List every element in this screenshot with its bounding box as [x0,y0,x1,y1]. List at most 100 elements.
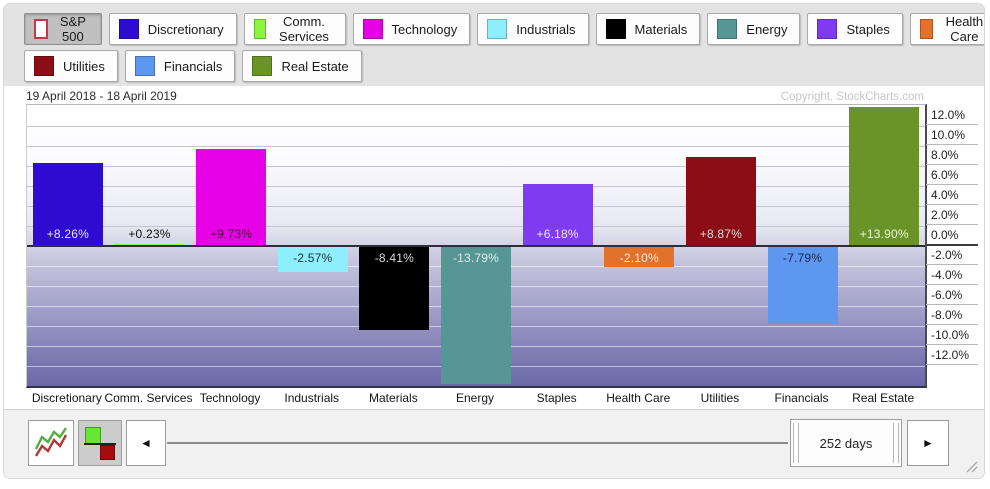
range-slider-thumb[interactable]: 252 days [790,419,902,467]
bar-energy[interactable] [441,246,511,384]
bar-value-label-comm-services: +0.23% [128,227,171,241]
x-tick-label-industrials: Industrials [284,391,340,405]
x-tick-label-health-care: Health Care [606,391,671,405]
legend-button-industrials[interactable]: Industrials [477,13,589,45]
bar-value-label-staples: +6.18% [536,227,579,241]
range-slider-track[interactable] [167,442,788,444]
toolbar: ◄ 252 days ► [4,409,984,478]
copyright-label: Copyright, StockCharts.com [780,91,924,103]
gridline [27,125,925,127]
legend-button-comm-services[interactable]: Comm. Services [243,13,346,45]
y-tick-line [926,144,978,145]
legend-button-health-care[interactable]: Health Care [909,13,984,45]
x-tick-label-real-estate: Real Estate [852,391,915,405]
line-chart-icon [33,423,69,464]
bar-discretionary[interactable] [32,163,103,246]
perfchart-widget: S&P 500 Discretionary Comm. Services Techno… [3,3,985,479]
bar-staples[interactable] [522,184,593,246]
thumb-grip-left [793,423,799,463]
legend-button-utilities[interactable]: Utilities [24,50,118,82]
gridline [27,225,925,227]
y-tick-line [926,244,978,246]
y-tick-label: 0.0% [931,228,959,242]
histogram-icon [84,426,116,460]
bar-value-label-utilities: +8.87% [699,227,743,241]
legend-button-staples[interactable]: Staples [807,13,903,45]
bar-comm-services[interactable] [114,243,185,246]
gridline [27,185,925,187]
legend-label: Comm. Services [279,14,329,44]
y-tick-line [926,224,978,225]
legend-button-real-estate[interactable]: Real Estate [242,50,362,82]
y-tick-line [926,284,978,285]
bar-industrials[interactable] [277,246,348,272]
scroll-left-button[interactable]: ◄ [126,420,166,466]
bar-value-label-industrials: -2.57% [293,251,333,265]
y-tick-label: 4.0% [931,188,959,202]
legend-swatch-materials [605,19,626,39]
bar-materials[interactable] [359,246,430,331]
histogram-mode-button[interactable] [78,420,122,466]
y-axis: 12.0% 10.0% 8.0% 6.0% 4.0% 2.0% 0.0% -2.0% -4.0%… [926,104,984,385]
plot-row: +8.26% +0.23% +9.73% -2.57% -8.41% -13.79% +6.… [4,104,984,388]
x-tick-label-staples: Staples [536,391,577,405]
line-chart-mode-button[interactable] [28,420,74,466]
legend-row-1: S&P 500 Discretionary Comm. Services Techno… [24,13,984,45]
legend-swatch-discretionary [118,19,139,39]
y-tick-line [926,364,978,365]
legend-label: Utilities [63,58,105,74]
bar-utilities[interactable] [685,157,756,246]
y-tick-line [926,164,978,165]
bar-health-care[interactable] [604,246,675,267]
x-tick-label-comm-services: Comm. Services [104,391,193,405]
x-tick-label-discretionary: Discretionary [31,391,102,405]
gridline [27,165,925,167]
bar-value-label-health-care: -2.10% [619,251,659,265]
y-tick-label: -10.0% [931,328,970,342]
y-tick-line [926,184,978,185]
legend-swatch-energy [717,19,738,39]
legend-button-energy[interactable]: Energy [707,13,801,45]
x-tick-label-financials: Financials [774,391,829,405]
bar-value-label-energy: -13.79% [452,251,500,265]
legend-label: Real Estate [281,58,349,74]
scroll-right-button[interactable]: ► [907,420,949,466]
bar-financials[interactable] [767,246,838,324]
y-tick-label: -4.0% [931,268,963,282]
y-tick-label: 8.0% [931,148,959,162]
legend-swatch-real-estate [252,56,273,76]
thumb-grip-right [893,423,899,463]
legend-swatch-financials [134,56,155,76]
legend-swatch-utilities [34,56,54,76]
legend-button-s-p-500[interactable]: S&P 500 [24,13,102,45]
legend-label: Discretionary [147,21,224,37]
left-arrow-icon: ◄ [140,436,152,450]
legend-button-materials[interactable]: Materials [595,13,701,45]
legend-button-discretionary[interactable]: Discretionary [108,13,237,45]
legend-swatch-health-care [919,19,934,39]
legend-button-technology[interactable]: Technology [352,13,471,45]
y-tick-label: 10.0% [931,128,966,142]
x-tick-label-utilities: Utilities [700,391,740,405]
y-tick-label: -12.0% [931,348,970,362]
legend-label: Financials [163,58,223,74]
bar-technology[interactable] [196,148,267,246]
bar-value-label-financials: -7.79% [782,251,823,265]
legend-swatch-s-p-500 [34,19,48,39]
range-days-label: 252 days [819,435,873,451]
legend-button-financials[interactable]: Financials [124,50,236,82]
x-tick-label-materials: Materials [369,391,418,405]
y-tick-label: 2.0% [931,208,959,222]
plot-area[interactable]: +8.26% +0.23% +9.73% -2.57% -8.41% -13.79% +6.… [26,104,927,388]
bar-real-estate[interactable] [849,107,920,246]
zero-line [27,245,925,247]
bar-value-label-discretionary: +8.26% [46,227,89,241]
legend-swatch-technology [362,19,383,39]
y-tick-line [926,304,978,305]
bar-value-label-materials: -8.41% [374,251,414,265]
y-tick-line [926,324,978,325]
legend-label: Energy [746,21,788,37]
legend-label: Industrials [516,21,576,37]
legend-row-2: Utilities Financials Real Estate [24,50,984,82]
resize-handle-icon[interactable] [965,460,978,473]
